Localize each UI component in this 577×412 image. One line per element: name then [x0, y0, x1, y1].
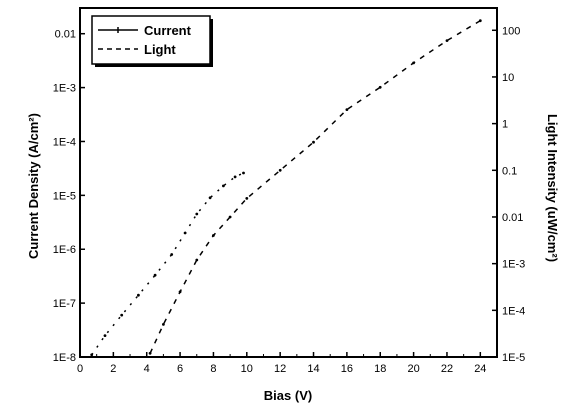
- x-tick-label: 16: [341, 363, 353, 375]
- data-point-light: [162, 323, 165, 326]
- y-tick-label-right: 1E-5: [502, 352, 525, 364]
- y-tick-label-left: 1E-7: [53, 298, 76, 310]
- x-tick-label: 22: [441, 363, 453, 375]
- data-point-current: [153, 273, 157, 277]
- data-point-current: [242, 171, 245, 175]
- x-tick-label: 8: [210, 363, 216, 375]
- data-point-light: [445, 39, 449, 42]
- y-tick-label-right: 10: [502, 72, 514, 84]
- data-point-light: [212, 234, 215, 237]
- y-tick-label-left: 1E-6: [53, 244, 76, 256]
- x-tick-label: 10: [241, 363, 253, 375]
- x-tick-label: 4: [144, 363, 150, 375]
- y-tick-label-left: 1E-3: [53, 83, 76, 95]
- data-point-current: [183, 231, 187, 235]
- plot-frame: [79, 7, 498, 358]
- data-point-light: [412, 61, 415, 65]
- data-point-current: [137, 293, 140, 297]
- x-tick-label: 0: [77, 363, 83, 375]
- data-point-light: [195, 258, 199, 262]
- series-line-light: [149, 20, 481, 354]
- x-tick-label: 2: [110, 363, 116, 375]
- x-axis-title: Bias (V): [264, 388, 312, 403]
- x-tick-label: 24: [474, 363, 486, 375]
- tick-labels: 0 2 4 6 8 10 12 14 16 18 20 22 241E-81E-71E-61E-51E-…: [53, 25, 526, 375]
- data-point-current: [170, 253, 174, 256]
- y-tick-label-right: 1: [502, 119, 508, 131]
- legend-label-light: Light: [144, 42, 176, 57]
- legend-label-current: Current: [144, 23, 192, 38]
- data-point-current: [195, 212, 199, 216]
- plot-area: [79, 7, 498, 358]
- data-point-current: [233, 175, 237, 179]
- legend: Current Light: [91, 15, 213, 67]
- y-tick-label-right: 1E-3: [502, 259, 525, 271]
- x-tick-label: 14: [307, 363, 319, 375]
- y-axis-title-right: Light Intensity (uW/cm²): [545, 114, 560, 262]
- data-point-light: [278, 168, 282, 172]
- data-point-light: [478, 19, 482, 23]
- data-point-current: [120, 313, 124, 317]
- data-point-light: [378, 85, 382, 89]
- y-tick-label-left: 1E-4: [53, 136, 76, 148]
- data-point-light: [345, 108, 349, 111]
- data-point-current: [222, 184, 225, 188]
- x-tick-label: 6: [177, 363, 183, 375]
- data-point-light: [245, 197, 249, 200]
- y-tick-label-right: 0.1: [502, 165, 517, 177]
- data-point-light: [178, 290, 182, 294]
- y-axis-title-left: Current Density (A/cm²): [26, 113, 41, 259]
- series-line-current: [91, 172, 244, 356]
- data-point-light: [228, 215, 232, 219]
- x-tick-label: 20: [407, 363, 419, 375]
- data-point-light: [312, 140, 315, 144]
- y-tick-label-right: 1E-4: [502, 305, 525, 317]
- data-point-current: [208, 196, 212, 200]
- data-point-current: [103, 334, 107, 337]
- legend-box: [91, 15, 211, 65]
- data-point-light: [148, 351, 152, 355]
- y-tick-label-left: 1E-5: [53, 190, 76, 202]
- y-tick-label-left: 0.01: [55, 29, 76, 41]
- data-point-current: [90, 353, 94, 357]
- x-tick-label: 12: [274, 363, 286, 375]
- x-tick-label: 18: [374, 363, 386, 375]
- y-tick-label-right: 0.01: [502, 212, 523, 224]
- y-tick-label-left: 1E-8: [53, 352, 76, 364]
- y-tick-label-right: 100: [502, 25, 520, 37]
